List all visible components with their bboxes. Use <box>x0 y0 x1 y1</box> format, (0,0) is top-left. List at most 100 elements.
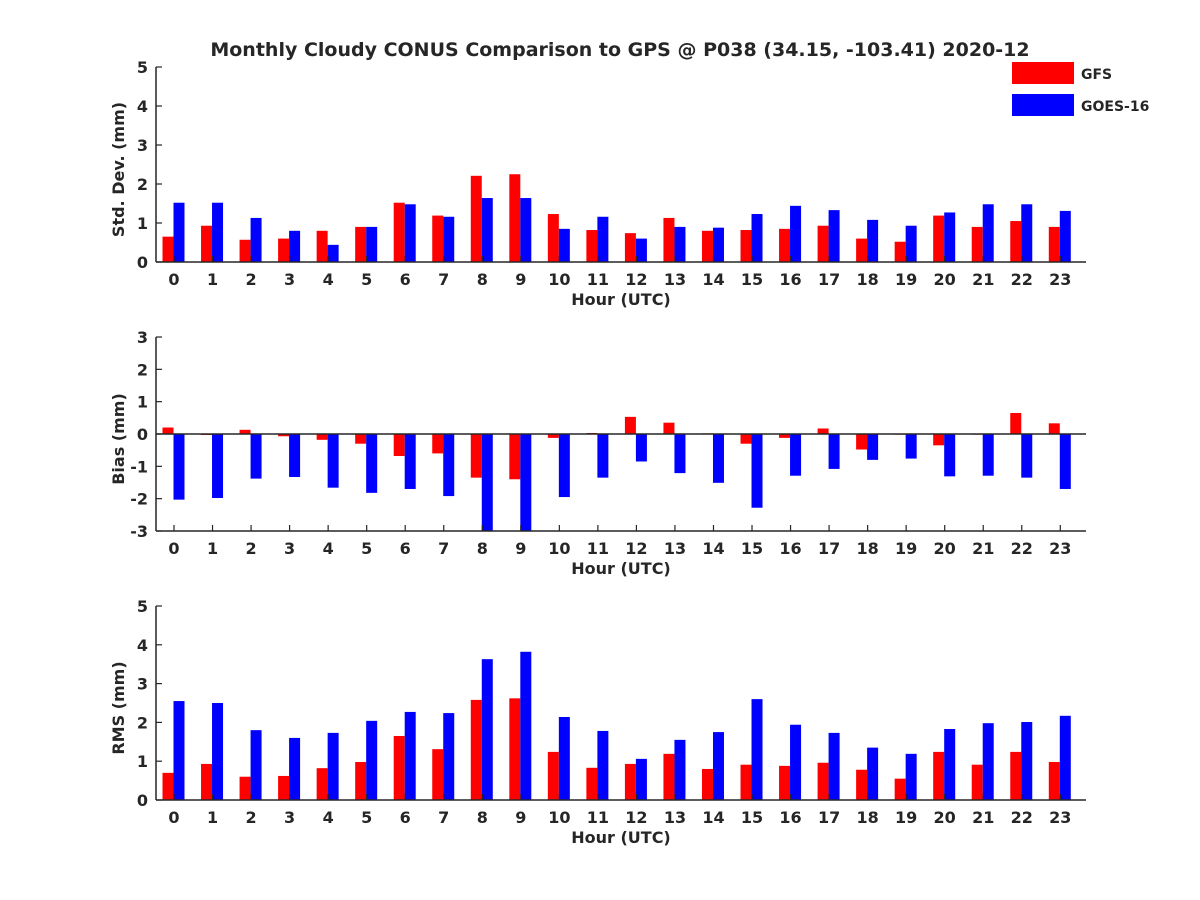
bar-goes-16-hour-18 <box>867 747 879 800</box>
bar-goes-16-hour-6 <box>404 434 416 489</box>
bar-goes-16-hour-10 <box>558 716 570 800</box>
x-tick-label: 22 <box>1011 808 1033 827</box>
x-tick-label: 2 <box>245 539 256 558</box>
x-tick-label: 8 <box>477 539 488 558</box>
bar-goes-16-hour-0 <box>173 202 185 262</box>
x-axis-label: Hour (UTC) <box>571 828 671 847</box>
bar-goes-16-hour-2 <box>250 730 262 800</box>
bar-goes-16-hour-0 <box>173 701 185 800</box>
x-tick-label: 13 <box>664 270 686 289</box>
bar-gfs-hour-11 <box>586 767 598 800</box>
x-tick-label: 22 <box>1011 539 1033 558</box>
x-tick-label: 23 <box>1049 539 1071 558</box>
y-tick-label: 5 <box>137 597 148 616</box>
bar-gfs-hour-2 <box>239 776 251 800</box>
x-tick-label: 16 <box>779 539 801 558</box>
bar-gfs-hour-9 <box>509 698 521 800</box>
x-tick-label: 1 <box>207 270 218 289</box>
y-axis-label: RMS (mm) <box>109 661 128 754</box>
x-tick-label: 7 <box>438 270 449 289</box>
x-tick-label: 10 <box>548 539 570 558</box>
bar-goes-16-hour-11 <box>597 730 609 800</box>
bar-goes-16-hour-12 <box>635 238 647 262</box>
x-tick-label: 19 <box>895 539 917 558</box>
bar-gfs-hour-23 <box>1048 226 1060 262</box>
x-tick-label: 14 <box>702 539 724 558</box>
bar-gfs-hour-17 <box>817 225 829 262</box>
x-tick-label: 13 <box>664 539 686 558</box>
bar-gfs-hour-7 <box>432 749 444 800</box>
bar-gfs-hour-21 <box>971 764 983 800</box>
x-tick-label: 18 <box>856 270 878 289</box>
x-tick-label: 5 <box>361 270 372 289</box>
bar-goes-16-hour-17 <box>828 732 840 800</box>
x-tick-label: 12 <box>625 539 647 558</box>
x-tick-label: 23 <box>1049 808 1071 827</box>
y-tick-label: 0 <box>137 791 148 810</box>
bar-goes-16-hour-23 <box>1059 434 1071 489</box>
bar-gfs-hour-8 <box>470 175 482 262</box>
bar-gfs-hour-15 <box>740 230 752 262</box>
x-tick-label: 15 <box>741 270 763 289</box>
bar-goes-16-hour-12 <box>635 434 647 462</box>
bar-gfs-hour-5 <box>355 761 367 800</box>
bar-gfs-hour-16 <box>779 434 791 438</box>
bar-gfs-hour-19 <box>894 241 906 262</box>
x-tick-label: 0 <box>168 808 179 827</box>
chart-title: Monthly Cloudy CONUS Comparison to GPS @… <box>210 39 1029 61</box>
y-tick-label: 1 <box>137 752 148 771</box>
x-tick-label: 0 <box>168 539 179 558</box>
bar-goes-16-hour-23 <box>1059 210 1071 262</box>
bar-goes-16-hour-16 <box>790 205 802 262</box>
x-tick-label: 15 <box>741 539 763 558</box>
bar-goes-16-hour-19 <box>905 225 917 262</box>
x-tick-label: 0 <box>168 270 179 289</box>
x-tick-label: 7 <box>438 808 449 827</box>
bar-gfs-hour-15 <box>740 764 752 800</box>
bar-goes-16-hour-3 <box>289 737 301 800</box>
bar-goes-16-hour-14 <box>712 434 724 483</box>
bar-gfs-hour-4 <box>316 434 328 440</box>
bar-goes-16-hour-10 <box>558 228 570 262</box>
bar-gfs-hour-17 <box>817 762 829 800</box>
x-tick-label: 14 <box>702 270 724 289</box>
bar-gfs-hour-10 <box>547 214 559 262</box>
y-tick-label: 2 <box>137 713 148 732</box>
bar-goes-16-hour-11 <box>597 434 609 478</box>
y-tick-label: -1 <box>130 457 148 476</box>
bar-gfs-hour-2 <box>239 429 251 434</box>
bar-goes-16-hour-7 <box>443 216 455 262</box>
bar-goes-16-hour-19 <box>905 434 917 459</box>
bar-goes-16-hour-9 <box>520 434 532 531</box>
bar-gfs-hour-18 <box>856 769 868 800</box>
y-tick-label: 1 <box>137 214 148 233</box>
bar-goes-16-hour-22 <box>1021 204 1033 262</box>
x-tick-label: 2 <box>245 270 256 289</box>
bar-gfs-hour-10 <box>547 751 559 800</box>
x-tick-label: 17 <box>818 539 840 558</box>
bar-gfs-hour-6 <box>393 202 405 262</box>
bar-goes-16-hour-18 <box>867 434 879 460</box>
bar-gfs-hour-1 <box>201 225 213 262</box>
bar-goes-16-hour-9 <box>520 198 532 262</box>
x-tick-label: 17 <box>818 808 840 827</box>
x-tick-label: 20 <box>934 270 956 289</box>
x-tick-label: 10 <box>548 808 570 827</box>
x-tick-label: 6 <box>400 539 411 558</box>
bar-goes-16-hour-6 <box>404 204 416 262</box>
bar-gfs-hour-8 <box>470 434 482 478</box>
bar-gfs-hour-0 <box>162 772 174 800</box>
bar-goes-16-hour-1 <box>212 202 224 262</box>
bar-gfs-hour-7 <box>432 215 444 262</box>
bar-gfs-hour-0 <box>162 427 174 434</box>
bar-goes-16-hour-17 <box>828 210 840 262</box>
bar-goes-16-hour-11 <box>597 216 609 262</box>
bar-goes-16-hour-22 <box>1021 722 1033 800</box>
x-tick-label: 11 <box>587 270 609 289</box>
bar-goes-16-hour-2 <box>250 217 262 262</box>
bar-gfs-hour-13 <box>663 422 675 434</box>
bar-gfs-hour-11 <box>586 230 598 262</box>
bar-gfs-hour-14 <box>701 768 713 800</box>
